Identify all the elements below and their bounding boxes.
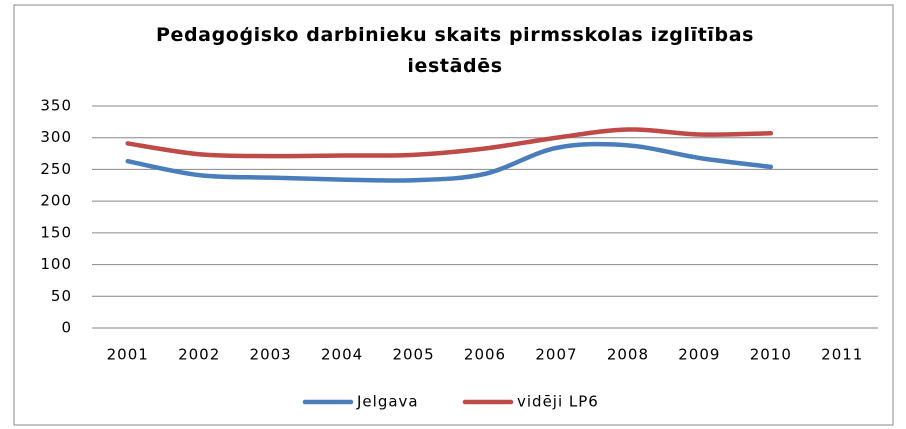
legend-label: Jelgava: [356, 393, 419, 411]
x-tick-label: 2005: [392, 346, 434, 364]
x-tick-label: 2006: [464, 346, 506, 364]
x-tick-label: 2007: [535, 346, 577, 364]
x-tick-label: 2008: [607, 346, 649, 364]
y-tick-label: 250: [40, 160, 72, 178]
y-tick-label: 50: [51, 287, 72, 305]
chart-title: Pedagoģisko darbinieku skaits pirmsskola…: [155, 24, 755, 77]
y-tick-label: 200: [40, 192, 72, 210]
y-tick-label: 100: [40, 255, 72, 273]
x-tick-label: 2011: [821, 346, 863, 364]
x-tick-label: 2003: [250, 346, 292, 364]
line-series: [125, 127, 774, 159]
x-tick-label: 2010: [750, 346, 792, 364]
y-tick-label: 150: [40, 223, 72, 241]
y-tick-label: 0: [61, 319, 72, 337]
x-tick-label: 2002: [178, 346, 220, 364]
y-tick-label: 300: [40, 128, 72, 146]
chart-frame: [13, 4, 894, 426]
legend-label: vidēji LP6: [517, 393, 599, 411]
y-tick-label: 350: [40, 97, 72, 115]
x-tick-label: 2004: [321, 346, 363, 364]
x-tick-label: 2001: [107, 346, 149, 364]
line-series: [125, 141, 774, 183]
x-tick-label: 2009: [678, 346, 720, 364]
